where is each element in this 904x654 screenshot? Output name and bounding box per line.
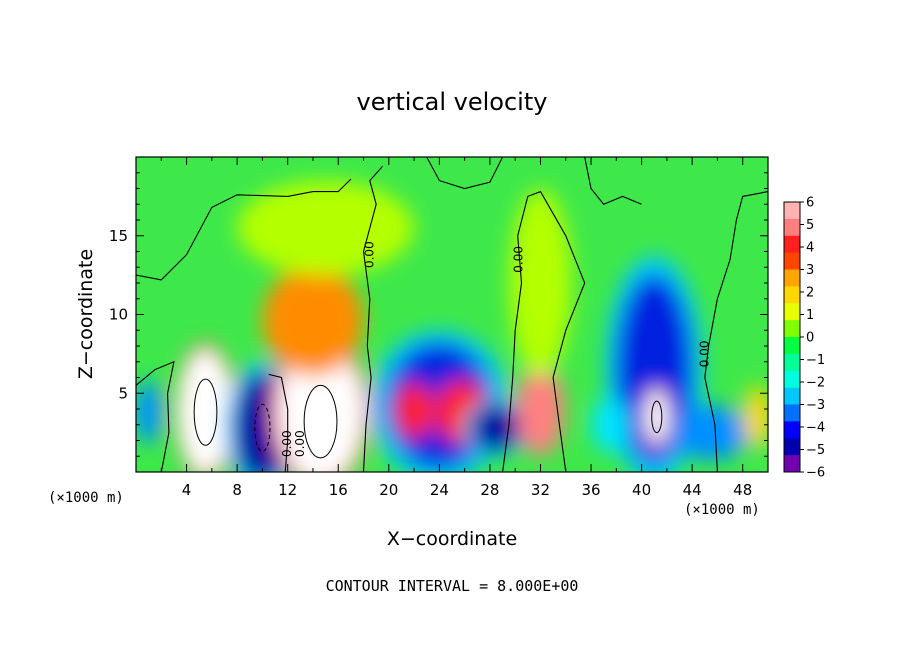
- x-tick-label: 32: [531, 481, 550, 499]
- colorbar-swatch: [784, 438, 800, 456]
- colorbar-tick-label: −6: [806, 466, 825, 481]
- x-tick-label: 48: [733, 481, 752, 499]
- x-tick-label: 36: [581, 481, 600, 499]
- field-feature-14: [136, 380, 163, 444]
- colorbar-swatch: [784, 421, 800, 439]
- colorbar-tick-label: −5: [806, 443, 825, 458]
- colorbar-swatch: [784, 404, 800, 422]
- colorbar-swatch: [784, 303, 800, 321]
- colorbar-tick-label: −3: [806, 398, 825, 413]
- contour-line-1: [362, 166, 383, 472]
- x-tick-label: 12: [278, 481, 297, 499]
- field-feature-2: [277, 341, 364, 472]
- contour-value-label: 0.00: [362, 241, 376, 268]
- x-tick-label: 20: [379, 481, 398, 499]
- contour-loop-0: [193, 378, 218, 446]
- field-feature-7: [470, 404, 522, 452]
- colorbar-swatch: [784, 252, 800, 270]
- colorbar-swatch: [784, 370, 800, 389]
- y-tick-label: 10: [109, 306, 128, 324]
- colorbar-tick-label: 4: [806, 241, 814, 256]
- colorbar-tick-label: −4: [806, 421, 825, 436]
- contour-value-label: 0.00: [280, 430, 294, 457]
- colorbar-tick-label: 6: [806, 196, 814, 211]
- colorbar-tick-label: −1: [806, 353, 825, 368]
- x-unit-label-right: (×1000 m): [684, 502, 760, 518]
- contour-line-3: [704, 191, 768, 472]
- field-feature-10: [616, 275, 693, 465]
- contour-loop-2: [651, 400, 663, 434]
- field-feature-11: [645, 389, 669, 445]
- contour-value-label: 0.00: [511, 246, 525, 273]
- colorbar-tick-label: −2: [806, 376, 825, 391]
- colorbar-swatch: [784, 320, 800, 338]
- y-axis: 5 10 15: [109, 172, 768, 457]
- x-tick-label: 16: [329, 481, 348, 499]
- chart-title: vertical velocity: [356, 88, 548, 116]
- field-feature-0: [178, 349, 233, 472]
- field-feature-16: [237, 180, 415, 276]
- colorbar-swatch: [784, 235, 800, 254]
- x-axis-label: X−coordinate: [386, 528, 518, 550]
- contour-line-4: [268, 373, 289, 472]
- contour-line-5: [136, 360, 175, 472]
- colorbar-swatch: [784, 387, 800, 405]
- contour-lines: 0.00 0.000.000.000.00: [136, 157, 768, 472]
- colorbar-tick-label: 0: [806, 331, 814, 346]
- x-tick-label: 44: [683, 481, 702, 499]
- colorbar-swatch: [784, 218, 800, 237]
- velocity-field: [136, 180, 768, 472]
- colorbar: 6 5 4 3 2 1 0 −1 −2 −3 −4 −5 −6: [783, 196, 825, 481]
- y-axis-label: Z−coordinate: [75, 248, 97, 380]
- x-axis: 4 8 12 16 20 24 28 32 36 40 44 48: [160, 157, 752, 499]
- field-feature-13: [743, 385, 768, 449]
- contour-loop-3: [254, 403, 271, 453]
- y-tick-label: 5: [118, 384, 128, 402]
- colorbar-tick-label: 5: [806, 218, 814, 233]
- x-tick-label: 4: [182, 481, 192, 499]
- colorbar-swatch: [784, 269, 800, 287]
- contour-loop-1: [303, 384, 338, 459]
- field-feature-9: [508, 188, 573, 378]
- colorbar-swatch: [784, 202, 800, 220]
- contour-value-label: 0.00: [697, 341, 711, 368]
- contour-value-label: 0.00: [293, 430, 307, 457]
- x-tick-label: 28: [480, 481, 499, 499]
- contour-line-0: [136, 178, 352, 281]
- contour-line-7: [426, 157, 504, 190]
- field-feature-3: [262, 265, 364, 376]
- x-tick-label: 24: [430, 481, 449, 499]
- contour-line-2: [502, 190, 586, 472]
- contour-line-6: [584, 157, 642, 205]
- x-unit-label-left: (×1000 m): [48, 490, 124, 506]
- colorbar-tick-label: 1: [806, 308, 814, 323]
- x-tick-label: 8: [232, 481, 242, 499]
- colorbar-swatch: [784, 455, 800, 473]
- field-feature-15: [591, 397, 629, 453]
- field-feature-8: [516, 361, 565, 457]
- colorbar-tick-label: 2: [806, 286, 814, 301]
- colorbar-swatch: [784, 337, 800, 355]
- colorbar-tick-label: 3: [806, 263, 814, 278]
- field-feature-6: [395, 383, 434, 439]
- x-tick-label: 40: [632, 481, 651, 499]
- field-feature-12: [673, 405, 750, 461]
- y-tick-label: 15: [109, 227, 128, 245]
- colorbar-swatch: [784, 286, 800, 304]
- colorbar-swatch: [784, 353, 800, 372]
- contour-interval-note: CONTOUR INTERVAL = 8.000E+00: [325, 577, 579, 595]
